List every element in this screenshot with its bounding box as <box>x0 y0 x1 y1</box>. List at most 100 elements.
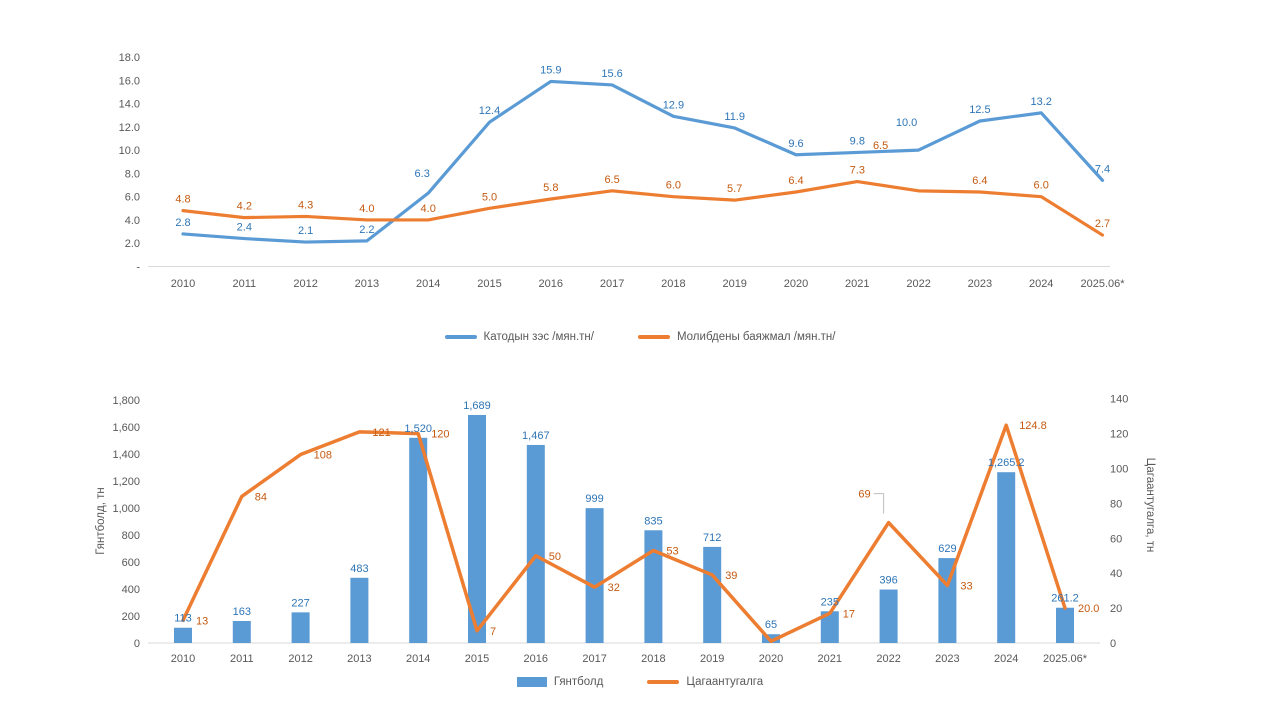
bar <box>232 620 251 643</box>
data-label: 2.4 <box>237 222 252 234</box>
data-label: 2.2 <box>359 224 374 236</box>
bar-data-label: 1,520 <box>404 423 432 435</box>
line-data-label: 108 <box>314 450 332 462</box>
data-label: 9.8 <box>850 135 865 147</box>
y-tick-label: 12.0 <box>119 122 140 134</box>
legend-swatch-line <box>444 335 477 339</box>
legend-item: Молибдены баяжмал /мян.тн/ <box>637 331 836 343</box>
x-tick-label: 2023 <box>935 653 959 665</box>
legend-swatch-line <box>637 335 670 339</box>
bar-data-label: 629 <box>938 543 956 555</box>
data-label: 4.2 <box>237 201 252 213</box>
bar <box>879 589 898 643</box>
legend-label: Молибдены баяжмал /мян.тн/ <box>676 331 836 343</box>
line-data-label: 50 <box>549 551 561 563</box>
data-label: 5.0 <box>482 191 497 203</box>
line-data-label: 39 <box>725 570 737 582</box>
line-data-label: 13 <box>196 615 208 627</box>
x-tick-label: 2011 <box>230 653 254 665</box>
x-tick-label: 2013 <box>355 278 379 290</box>
x-tick-label: 2018 <box>641 653 665 665</box>
line-data-label: 32 <box>608 582 620 594</box>
y-tick-label: 16.0 <box>119 75 140 87</box>
data-label: 6.0 <box>1034 180 1049 192</box>
bar-data-label: 1,467 <box>522 430 550 442</box>
y-tick-label: 6.0 <box>125 192 140 204</box>
data-label: 2.7 <box>1095 218 1110 230</box>
top-chart-legend: Катодын зэс /мян.тн/Молибдены баяжмал /м… <box>0 331 1280 343</box>
data-label: 6.4 <box>788 175 803 187</box>
line-data-label: 33 <box>960 580 972 592</box>
bar-data-label: 483 <box>350 563 368 575</box>
bar <box>997 472 1016 643</box>
line-data-label: 84 <box>255 491 267 503</box>
bar-data-label: 999 <box>585 493 603 505</box>
bar <box>644 530 663 643</box>
data-label: 7.3 <box>850 165 865 177</box>
x-tick-label: 2019 <box>722 278 746 290</box>
bar <box>350 577 369 643</box>
line-data-label: 120 <box>431 429 449 441</box>
x-tick-label: 2021 <box>818 653 842 665</box>
line-data-label: 20.0 <box>1078 603 1099 615</box>
data-label: 2.1 <box>298 225 313 237</box>
bar <box>703 546 722 643</box>
bar-data-label: 1,265.2 <box>988 457 1025 469</box>
x-tick-label: 2022 <box>876 653 900 665</box>
data-label: 4.0 <box>359 203 374 215</box>
left-tick-label: 800 <box>122 530 140 542</box>
x-tick-label: 2019 <box>700 653 724 665</box>
line-data-label: 121 <box>372 427 390 439</box>
bottom-chart-legend: Гянтболд Цагаантугалга <box>0 676 1280 688</box>
bar-data-label: 65 <box>765 619 777 631</box>
data-label: 12.4 <box>479 105 500 117</box>
bar-data-label: 712 <box>703 532 721 544</box>
x-tick-label: 2012 <box>293 278 317 290</box>
right-tick-label: 140 <box>1110 394 1128 406</box>
x-tick-label: 2020 <box>759 653 783 665</box>
x-tick-label: 2025.06* <box>1043 653 1088 665</box>
x-tick-label: 2012 <box>288 653 312 665</box>
bottom-chart: 1,8001,6001,4001,2001,0008006004002000Гя… <box>95 394 1156 665</box>
data-label: 2.8 <box>175 217 190 229</box>
x-tick-label: 2010 <box>171 278 195 290</box>
data-label: 6.4 <box>972 175 987 187</box>
data-label: 13.2 <box>1030 96 1051 108</box>
data-label: 12.9 <box>663 99 684 111</box>
data-label: 12.5 <box>969 104 990 116</box>
y-tick-label: 14.0 <box>119 99 140 111</box>
line-data-label: 124.8 <box>1019 420 1047 432</box>
y-tick-label: 10.0 <box>119 145 140 157</box>
left-tick-label: 400 <box>122 584 140 596</box>
data-label: 9.6 <box>788 138 803 150</box>
left-tick-label: 200 <box>122 611 140 623</box>
legend-swatch-line <box>647 680 680 684</box>
x-tick-label: 2017 <box>582 653 606 665</box>
data-label: 6.3 <box>415 168 430 180</box>
bar-data-label: 227 <box>291 597 309 609</box>
x-tick-label: 2018 <box>661 278 685 290</box>
y-tick-label: 4.0 <box>125 215 140 227</box>
bar-data-label: 261.2 <box>1051 593 1079 605</box>
top-chart: 18.0 16.0 14.0 12.0 10.0 8.0 6.0 4.0 2.0 - 2010 201… <box>119 52 1126 290</box>
x-tick-label: 2015 <box>477 278 501 290</box>
right-tick-label: 60 <box>1110 533 1122 545</box>
data-label: 6.0 <box>666 180 681 192</box>
right-tick-label: 0 <box>1110 638 1116 650</box>
left-axis-title: Гянтболд, тн <box>95 487 107 554</box>
right-tick-label: 100 <box>1110 464 1128 476</box>
legend-item: Цагаантугалга <box>647 676 763 688</box>
data-label: 4.8 <box>175 194 190 206</box>
bar <box>409 437 428 643</box>
y-tick-label: - <box>136 262 140 274</box>
data-label: 6.5 <box>604 174 619 186</box>
bar <box>762 634 780 643</box>
x-tick-label: 2020 <box>784 278 808 290</box>
bar <box>1056 607 1074 643</box>
bar <box>291 612 310 643</box>
x-tick-label: 2015 <box>465 653 489 665</box>
data-label: 4.0 <box>421 203 436 215</box>
bar-data-label: 163 <box>233 606 251 618</box>
